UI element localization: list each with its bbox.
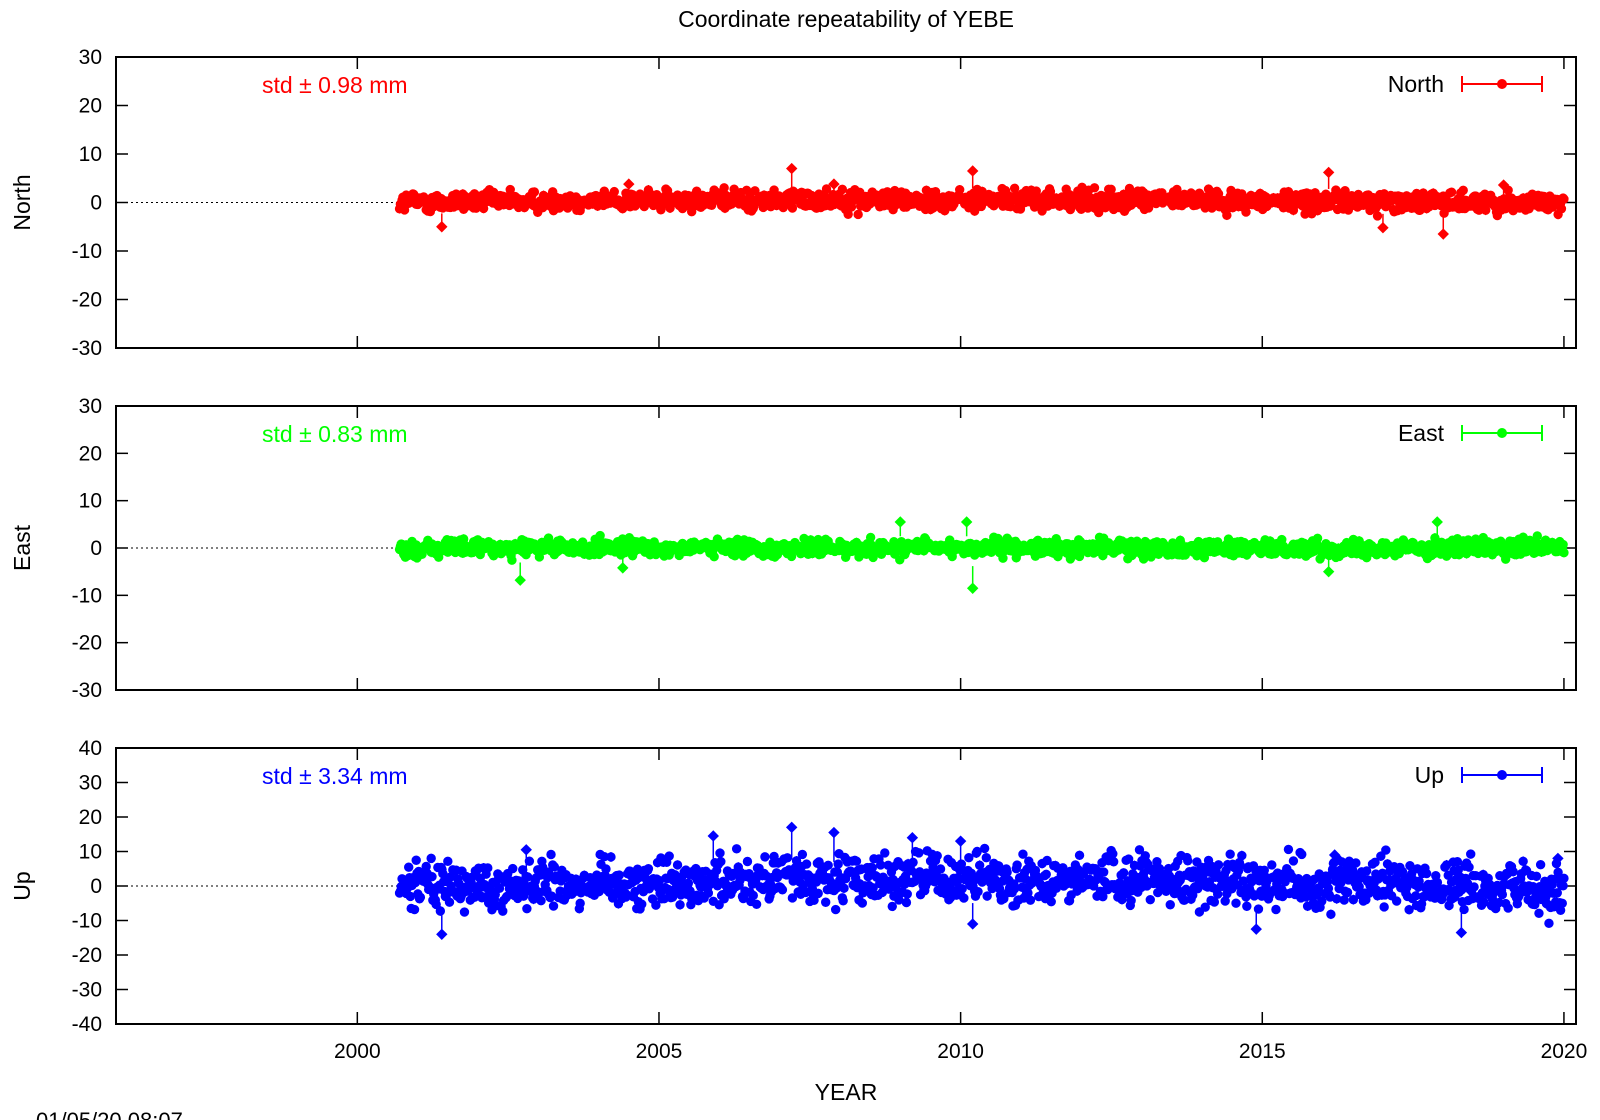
data-point bbox=[1446, 187, 1457, 197]
data-point bbox=[865, 532, 876, 543]
y-tick-label: 10 bbox=[79, 143, 102, 166]
y-tick-label: 10 bbox=[79, 490, 102, 513]
data-point bbox=[507, 555, 517, 565]
outlier-point bbox=[436, 221, 448, 233]
y-tick-label: -20 bbox=[72, 632, 102, 655]
legend-marker bbox=[1497, 428, 1507, 438]
y-tick-label: -10 bbox=[72, 240, 102, 263]
data-point bbox=[529, 187, 540, 197]
data-point bbox=[1089, 183, 1100, 193]
y-tick-label: 0 bbox=[90, 537, 102, 560]
y-tick-label: -30 bbox=[72, 337, 102, 360]
y-axis-title: North bbox=[9, 174, 35, 230]
data-point bbox=[954, 184, 965, 195]
outlier-point bbox=[785, 162, 798, 175]
data-point bbox=[719, 183, 729, 193]
data-point bbox=[787, 203, 798, 213]
data-point bbox=[837, 184, 848, 195]
legend-marker bbox=[1497, 79, 1507, 89]
outlier-point bbox=[966, 165, 979, 177]
data-point bbox=[821, 184, 832, 194]
panel-north: 30 20 10 0 -10 -20 -30 North std ± 0.98 mm North bbox=[9, 46, 1577, 360]
data-point bbox=[609, 186, 619, 197]
y-tick-label: 0 bbox=[90, 192, 102, 215]
data-point bbox=[1556, 204, 1567, 214]
y-tick-label: -30 bbox=[72, 679, 102, 702]
outlier-point bbox=[1437, 228, 1449, 240]
data-point bbox=[595, 530, 605, 541]
data-point bbox=[709, 551, 719, 562]
y-tick-label: -20 bbox=[72, 289, 102, 312]
data-point bbox=[1559, 194, 1569, 204]
data-series-east bbox=[394, 516, 1569, 594]
y-tick-label: -10 bbox=[72, 584, 102, 607]
legend-label: North bbox=[1388, 71, 1444, 97]
std-label: std ± 0.83 mm bbox=[262, 421, 408, 447]
y-tick-label: 20 bbox=[79, 95, 102, 118]
outlier-point bbox=[623, 178, 635, 190]
data-point bbox=[853, 209, 863, 220]
y-tick-label: 30 bbox=[79, 395, 102, 418]
chart-title: Coordinate repeatability of YEBE bbox=[678, 6, 1014, 32]
std-label: std ± 0.98 mm bbox=[262, 72, 408, 98]
y-tick-label: 30 bbox=[79, 46, 102, 69]
panel-east: 30 20 10 0 -10 -20 -30 East std ± 0.83 mm East bbox=[9, 395, 1577, 702]
data-point bbox=[1372, 211, 1383, 221]
y-tick-label: 20 bbox=[79, 442, 102, 465]
data-point bbox=[750, 186, 760, 196]
legend-label: East bbox=[1398, 420, 1445, 446]
outlier-point bbox=[1377, 222, 1389, 234]
data-point bbox=[1458, 185, 1468, 196]
y-axis-title: East bbox=[9, 524, 35, 571]
outlier-point bbox=[1322, 166, 1335, 179]
data-series-north bbox=[394, 162, 1569, 240]
